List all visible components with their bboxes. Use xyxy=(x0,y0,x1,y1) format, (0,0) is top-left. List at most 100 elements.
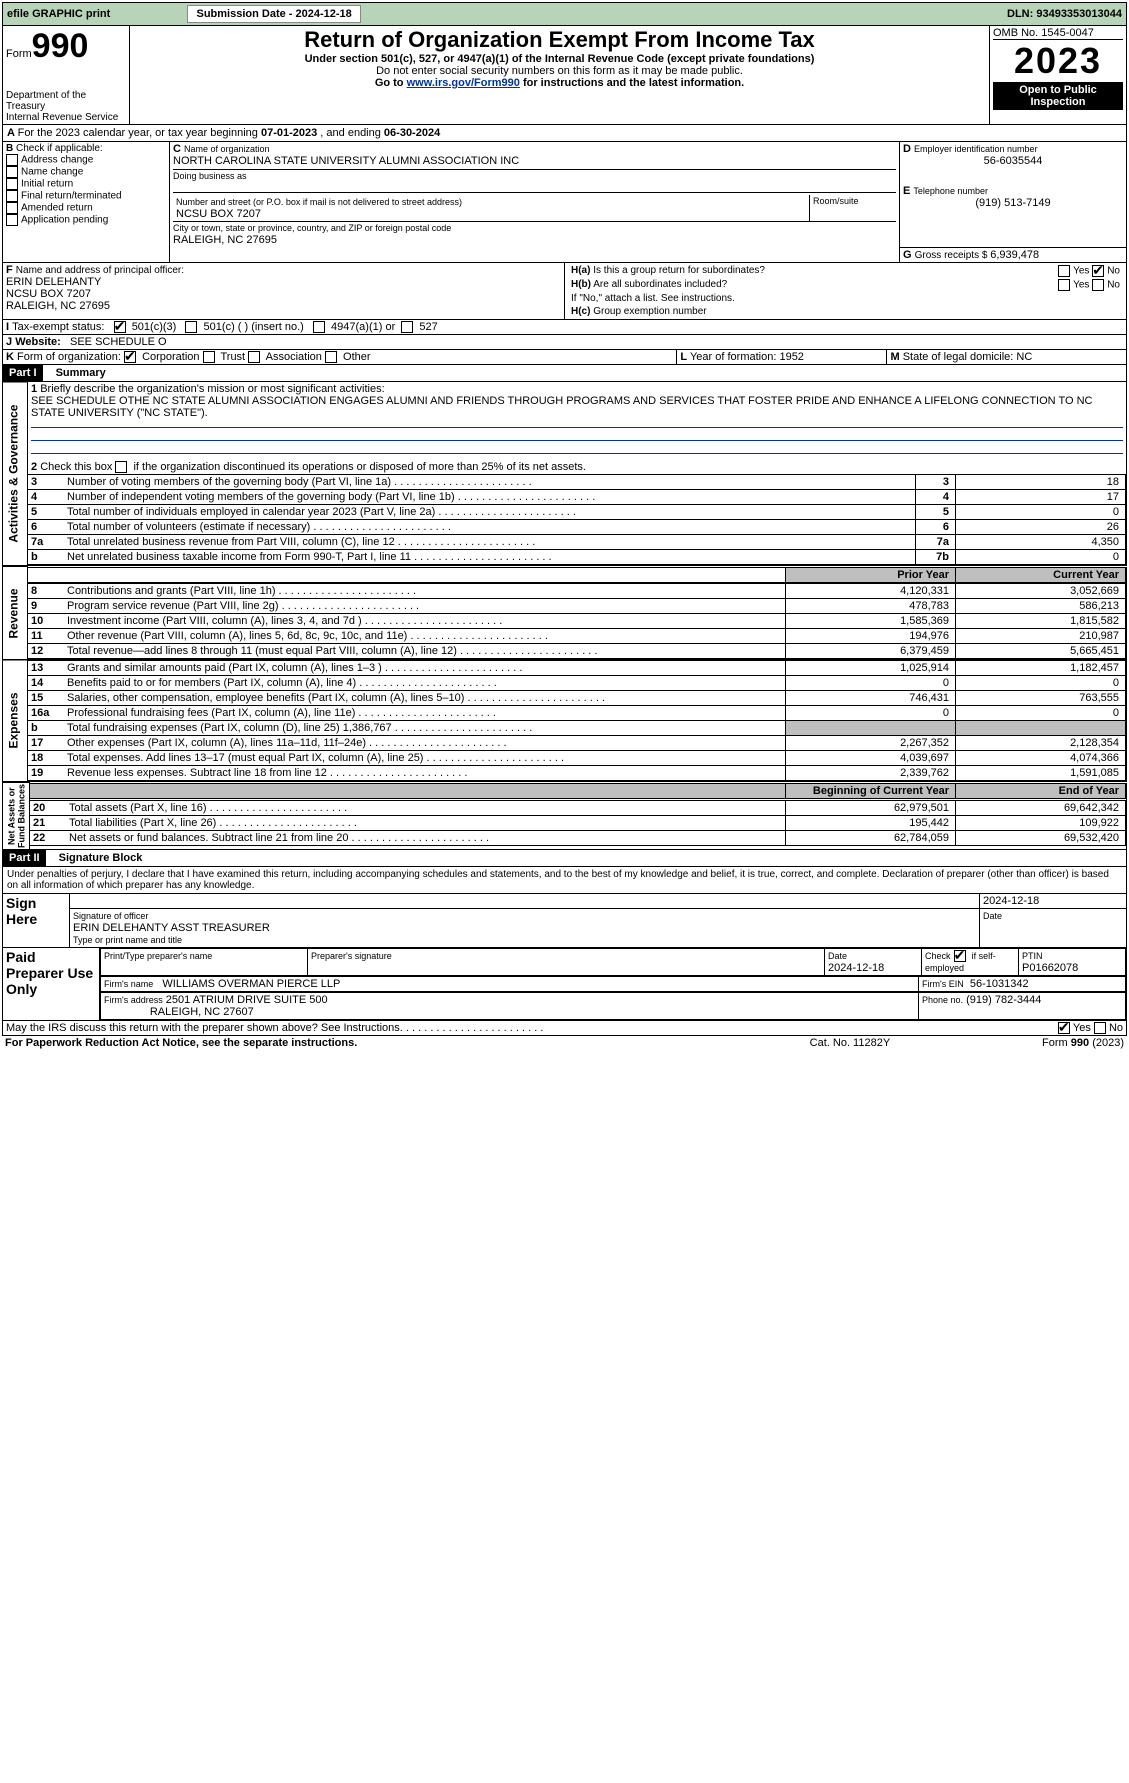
cb-address-change[interactable] xyxy=(6,154,18,166)
cb-527[interactable] xyxy=(401,321,413,333)
cb-discuss-no[interactable] xyxy=(1094,1022,1106,1034)
paid-preparer-block: Paid Preparer Use Only Print/Type prepar… xyxy=(2,948,1127,1021)
ag-section: Activities & Governance 1 Briefly descri… xyxy=(2,382,1127,567)
cb-4947[interactable] xyxy=(313,321,325,333)
Hb-label: Are all subordinates included? xyxy=(593,279,727,290)
boxK-3: Other xyxy=(343,351,371,363)
boxB-3: Final return/terminated xyxy=(21,191,122,202)
cb-app-pending[interactable] xyxy=(6,214,18,226)
org-name: NORTH CAROLINA STATE UNIVERSITY ALUMNI A… xyxy=(173,155,519,167)
omb-number: OMB No. 1545-0047 xyxy=(993,27,1123,40)
exp-section: Expenses 13Grants and similar amounts pa… xyxy=(2,660,1127,783)
partI-bar: Part I Summary xyxy=(2,365,1127,382)
officer-line2: NCSU BOX 7207 xyxy=(6,288,91,300)
cb-assoc[interactable] xyxy=(248,351,260,363)
firm-addr2: RALEIGH, NC 27607 xyxy=(150,1006,254,1018)
tax-year-line: A For the 2023 calendar year, or tax yea… xyxy=(2,125,1127,142)
boxI-2: 4947(a)(1) or xyxy=(331,321,395,333)
boxB-0: Address change xyxy=(21,155,93,166)
discuss-row: May the IRS discuss this return with the… xyxy=(2,1021,1127,1036)
info-block: B Check if applicable: Address change Na… xyxy=(2,142,1127,263)
sign-here-block: Sign Here 2024-12-18 Signature of office… xyxy=(2,894,1127,948)
side-rev: Revenue xyxy=(3,567,28,660)
cb-Ha-no[interactable] xyxy=(1092,265,1104,277)
ptin-val: P01662078 xyxy=(1022,962,1078,974)
paid-date-label: Date xyxy=(828,951,847,961)
goto-pre: Go to xyxy=(375,77,407,89)
side-na: Net Assets or Fund Balances xyxy=(3,783,30,850)
ein-value: 56-6035544 xyxy=(903,155,1123,167)
form-header: Form990 Department of the Treasury Inter… xyxy=(2,26,1127,125)
cb-Ha-yes[interactable] xyxy=(1058,265,1070,277)
na-section: Net Assets or Fund Balances Beginning of… xyxy=(2,782,1127,850)
cb-discontinued[interactable] xyxy=(115,461,127,473)
dln-label: DLN: 93493353013044 xyxy=(927,3,1127,26)
year-formation: 1952 xyxy=(779,351,803,363)
boxC-addr-label: Number and street (or P.O. box if mail i… xyxy=(176,197,462,207)
top-bar: efile GRAPHIC print Submission Date - 20… xyxy=(2,2,1127,26)
ag-rows-table: 3Number of voting members of the governi… xyxy=(28,474,1126,565)
na-prior-head: Beginning of Current Year xyxy=(786,783,956,798)
open-public: Open to Public Inspection xyxy=(993,82,1123,110)
cb-501c[interactable] xyxy=(185,321,197,333)
partI-tag: Part I xyxy=(3,365,43,381)
paid-label: Paid Preparer Use Only xyxy=(3,948,100,1021)
rev-section: Revenue Prior Year Current Year 8Contrib… xyxy=(2,566,1127,660)
boxB-4: Amended return xyxy=(21,203,93,214)
cb-other[interactable] xyxy=(325,351,337,363)
footer-mid: Cat. No. 11282Y xyxy=(759,1036,942,1050)
boxK-2: Association xyxy=(266,351,322,363)
firm-addr1: 2501 ATRIUM DRIVE SUITE 500 xyxy=(166,994,328,1006)
cb-trust[interactable] xyxy=(203,351,215,363)
status-block: I Tax-exempt status: 501(c)(3) 501(c) ( … xyxy=(2,320,1127,350)
side-exp: Expenses xyxy=(3,660,28,782)
Hc-label: Group exemption number xyxy=(593,306,706,317)
phone-value: (919) 513-7149 xyxy=(903,197,1123,209)
cb-discuss-yes[interactable] xyxy=(1058,1022,1070,1034)
form-word: Form xyxy=(6,48,32,60)
boxI-3: 527 xyxy=(419,321,437,333)
goto-link[interactable]: www.irs.gov/Form990 xyxy=(407,77,520,89)
side-ag: Activities & Governance xyxy=(3,382,28,566)
mission-label: Briefly describe the organization's miss… xyxy=(40,383,384,395)
paid-check-label: Check xyxy=(925,951,951,961)
boxL-label: Year of formation: xyxy=(690,351,779,363)
website-value: SEE SCHEDULE O xyxy=(70,336,167,348)
sig-officer-name: ERIN DELEHANTY ASST TREASURER xyxy=(73,922,270,934)
tax-year: 2023 xyxy=(993,40,1123,82)
cb-amended[interactable] xyxy=(6,202,18,214)
current-year-head: Current Year xyxy=(956,567,1126,582)
cb-self-employed[interactable] xyxy=(954,950,966,962)
firm-ein-label: Firm's EIN xyxy=(922,979,964,989)
footer-right: Form 990 (2023) xyxy=(941,1036,1127,1050)
ssn-warning: Do not enter social security numbers on … xyxy=(133,65,986,77)
domicile-state: NC xyxy=(1016,351,1032,363)
Hb-note: If "No," attach a list. See instructions… xyxy=(568,292,1123,305)
firm-name: WILLIAMS OVERMAN PIERCE LLP xyxy=(162,978,340,990)
cb-initial-return[interactable] xyxy=(6,178,18,190)
form-subtitle: Under section 501(c), 527, or 4947(a)(1)… xyxy=(133,53,986,65)
na-curr-head: End of Year xyxy=(956,783,1126,798)
boxK-label: Form of organization: xyxy=(17,351,121,363)
efile-label: efile GRAPHIC print xyxy=(3,3,184,26)
cb-final-return[interactable] xyxy=(6,190,18,202)
submission-date[interactable]: Submission Date - 2024-12-18 xyxy=(187,5,360,23)
boxD-label: Employer identification number xyxy=(914,144,1038,154)
partII-bar: Part II Signature Block xyxy=(2,850,1127,867)
boxC-dba-label: Doing business as xyxy=(173,171,247,181)
Ha-label: Is this a group return for subordinates? xyxy=(593,265,765,276)
cb-corp[interactable] xyxy=(124,351,136,363)
cb-name-change[interactable] xyxy=(6,166,18,178)
cb-501c3[interactable] xyxy=(114,321,126,333)
penalties-text: Under penalties of perjury, I declare th… xyxy=(2,867,1127,894)
paid-print-label: Print/Type preparer's name xyxy=(104,951,212,961)
partI-heading: Summary xyxy=(46,367,106,379)
boxB-1: Name change xyxy=(21,167,83,178)
cb-Hb-yes[interactable] xyxy=(1058,279,1070,291)
boxF-label: Name and address of principal officer: xyxy=(16,265,184,276)
cb-Hb-no[interactable] xyxy=(1092,279,1104,291)
boxE-label: Telephone number xyxy=(913,186,988,196)
paid-date-val: 2024-12-18 xyxy=(828,962,884,974)
boxI-0: 501(c)(3) xyxy=(132,321,177,333)
firm-name-label: Firm's name xyxy=(104,979,153,989)
